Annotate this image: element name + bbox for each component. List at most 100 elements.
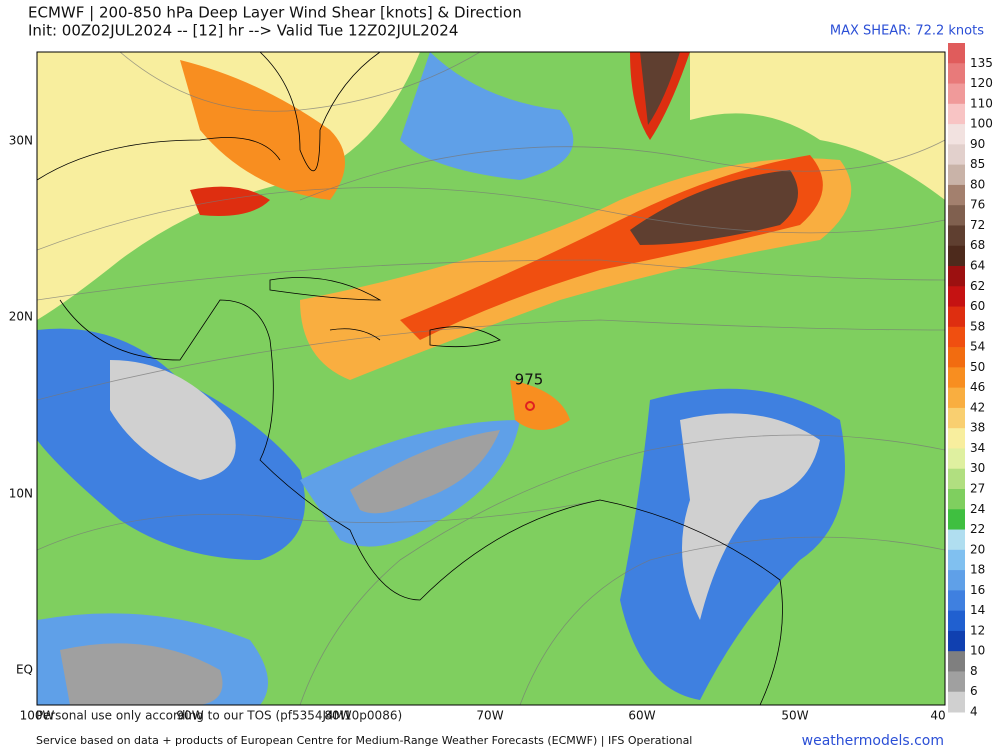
lon-label: 100W: [20, 709, 55, 723]
colorbar-swatch: [948, 266, 965, 287]
colorbar-swatch: [948, 205, 965, 226]
colorbar-swatch: [948, 286, 965, 308]
lat-label: EQ: [16, 663, 33, 677]
colorbar-swatch: [948, 43, 965, 64]
colorbar-swatch: [948, 549, 965, 571]
colorbar-label: 46: [970, 380, 985, 394]
colorbar-label: 64: [970, 259, 985, 273]
field: [190, 186, 270, 216]
coastlines: [37, 52, 783, 705]
colorbar-label: 6: [970, 684, 978, 698]
colorbar-swatch: [948, 590, 965, 612]
colorbar-label: 4: [970, 705, 978, 719]
colorbar-label: 12: [970, 623, 985, 637]
field: [37, 52, 420, 320]
colorbar-label: 110: [970, 96, 993, 110]
colorbar-label: 68: [970, 238, 985, 252]
colorbar-label: 80: [970, 177, 985, 191]
colorbar-label: 8: [970, 664, 978, 678]
colorbar-swatch: [948, 225, 965, 247]
field: [690, 52, 945, 200]
storm-marker: [525, 401, 535, 411]
source: Service based on data + products of Euro…: [36, 734, 692, 747]
colorbar-swatch: [948, 691, 965, 713]
map: 975 Personal use only according to our T…: [36, 51, 946, 723]
colorbar-label: 18: [970, 563, 985, 577]
colorbar-label: 10: [970, 644, 985, 658]
colorbar-swatch: [948, 83, 965, 105]
lon-label: 90W: [176, 709, 203, 723]
colorbar-swatch: [948, 407, 965, 429]
colorbar-swatch: [948, 164, 965, 186]
colorbar-swatch: [948, 651, 965, 672]
colorbar-label: 14: [970, 603, 985, 617]
field: [510, 380, 570, 430]
colorbar-label: 72: [970, 218, 985, 232]
colorbar-swatch: [948, 610, 965, 632]
field: [60, 643, 223, 705]
colorbar-label: 50: [970, 360, 985, 374]
pressure-annotation: 975: [515, 371, 544, 389]
colorbar-label: 120: [970, 76, 993, 90]
colorbar-swatch: [948, 428, 965, 449]
title: ECMWF | 200-850 hPa Deep Layer Wind Shea…: [28, 4, 522, 22]
colorbar-swatch: [948, 570, 965, 591]
lon-label: 80W: [324, 709, 351, 723]
colorbar-label: 54: [970, 340, 985, 354]
lon-label: 50W: [781, 709, 808, 723]
colorbar-label: 24: [970, 502, 985, 516]
colorbar-swatch: [948, 387, 965, 409]
colorbar-swatch: [948, 326, 965, 348]
colorbar-swatch: [948, 245, 965, 267]
colorbar-swatch: [948, 367, 965, 389]
colorbar-swatch: [948, 124, 965, 145]
colorbar-swatch: [948, 184, 965, 206]
colorbar-label: 58: [970, 319, 985, 333]
colorbar-label: 60: [970, 299, 985, 313]
colorbar-swatch: [948, 630, 965, 652]
colorbar-swatch: [948, 468, 965, 490]
colorbar-swatch: [948, 529, 965, 551]
colorbar-label: 16: [970, 583, 985, 597]
field: [110, 360, 236, 480]
colorbar-swatch: [948, 103, 965, 125]
colorbar-label: 38: [970, 421, 985, 435]
colorbar-label: 42: [970, 400, 985, 414]
colorbar-label: 90: [970, 137, 985, 151]
colorbar-label: 76: [970, 198, 985, 212]
colorbar-swatch: [948, 347, 965, 368]
colorbar-label: 85: [970, 157, 985, 171]
colorbar-label: 62: [970, 279, 985, 293]
lon-label: 40: [930, 709, 945, 723]
disclaimer: Personal use only according to our TOS (…: [36, 709, 402, 723]
subtitle: Init: 00Z02JUL2024 -- [12] hr --> Valid …: [28, 22, 458, 40]
colorbar-label: 100: [970, 117, 993, 131]
site: weathermodels.com: [802, 733, 944, 749]
max-shear: MAX SHEAR: 72.2 knots: [830, 24, 984, 39]
field: [350, 430, 500, 514]
lat-label: 30N: [9, 134, 33, 148]
field: [180, 60, 345, 200]
colorbar-swatch: [948, 306, 965, 328]
lon-label: 60W: [628, 709, 655, 723]
colorbar-label: 34: [970, 441, 985, 455]
colorbar-swatch: [948, 509, 965, 531]
streamlines: [37, 52, 945, 705]
colorbar-swatch: [948, 671, 965, 693]
field: [680, 413, 820, 620]
colorbar-swatch: [948, 63, 965, 85]
colorbar-label: 22: [970, 522, 985, 536]
map-frame: [36, 51, 946, 706]
lat-label: 10N: [9, 487, 33, 501]
lat-label: 20N: [9, 310, 33, 324]
colorbar-swatch: [948, 489, 965, 510]
colorbar-label: 135: [970, 56, 993, 70]
field: [630, 170, 798, 245]
colorbar-label: 30: [970, 461, 985, 475]
colorbar-swatch: [948, 144, 965, 166]
field: [640, 52, 680, 125]
colorbar-swatch: [948, 448, 965, 470]
lon-label: 70W: [476, 709, 503, 723]
colorbar-label: 27: [970, 482, 985, 496]
